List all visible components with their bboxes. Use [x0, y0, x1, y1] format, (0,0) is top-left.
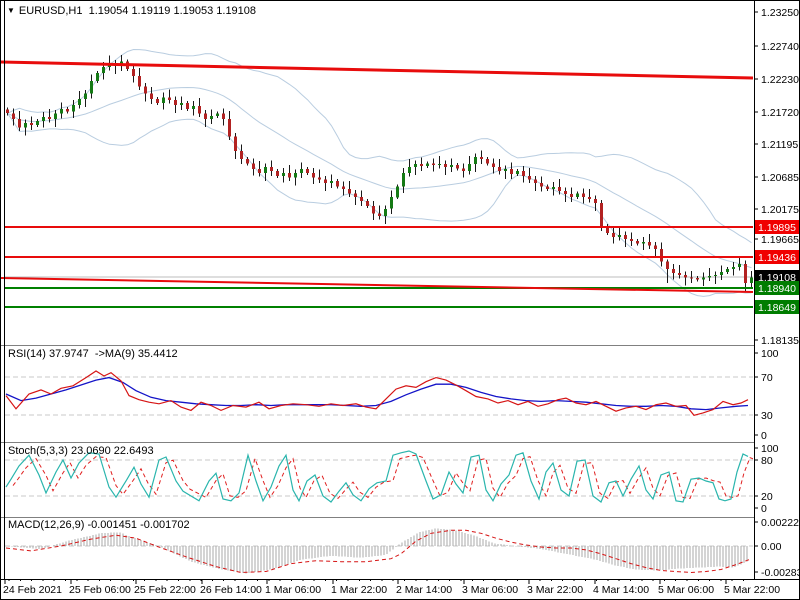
svg-text:5 Mar 06:00: 5 Mar 06:00 [658, 584, 714, 596]
svg-text:1.22230: 1.22230 [761, 74, 799, 86]
svg-text:0: 0 [761, 430, 767, 442]
svg-text:1.18940: 1.18940 [758, 283, 796, 295]
chevron-down-icon[interactable]: ▼ [7, 6, 15, 15]
price-badge-1.18940: 1.18940 [755, 281, 799, 295]
svg-text:100: 100 [761, 348, 779, 360]
price-badge-1.18649: 1.18649 [755, 300, 799, 314]
svg-text:1.22740: 1.22740 [761, 41, 799, 53]
symbol-period-label: EURUSD,H1 [18, 5, 83, 17]
svg-text:-0.002839: -0.002839 [761, 567, 800, 579]
time-axis: 24 Feb 2021 25 Feb 06:00 25 Feb 22:00 26 Fe… [3, 579, 780, 596]
frames [1, 1, 799, 580]
svg-text:0: 0 [761, 503, 767, 515]
svg-text:100: 100 [761, 443, 779, 455]
macd-panel [5, 528, 753, 574]
price-axis: 1.23250 1.22740 1.22230 1.21720 1.21195 1.206… [754, 7, 799, 347]
svg-text:0.002229: 0.002229 [761, 517, 800, 529]
main-price-panel [5, 48, 753, 297]
stochastic-indicator-label: Stoch(5,3,3) 23.0690 22.6493 [8, 445, 154, 457]
svg-text:3 Mar 06:00: 3 Mar 06:00 [462, 584, 518, 596]
svg-text:1.23250: 1.23250 [761, 7, 799, 19]
svg-text:5 Mar 22:00: 5 Mar 22:00 [724, 584, 780, 596]
price-badge-1.19895: 1.19895 [755, 220, 799, 234]
svg-text:20: 20 [761, 491, 773, 503]
svg-text:2 Mar 14:00: 2 Mar 14:00 [396, 584, 452, 596]
macd-panel-axis: 0.002229 0.00 -0.002839 [754, 517, 800, 579]
svg-text:70: 70 [761, 372, 773, 384]
svg-text:1.19895: 1.19895 [758, 222, 796, 234]
svg-text:1.20685: 1.20685 [761, 172, 799, 184]
svg-text:1.21195: 1.21195 [761, 139, 798, 151]
svg-text:1.19436: 1.19436 [758, 252, 796, 264]
level-lines-layer [1, 60, 754, 308]
svg-text:4 Mar 14:00: 4 Mar 14:00 [593, 584, 649, 596]
svg-text:3 Mar 22:00: 3 Mar 22:00 [527, 584, 583, 596]
rsi-panel [5, 370, 753, 416]
svg-text:1.18135: 1.18135 [761, 335, 799, 347]
ohlc-values-label: 1.19054 1.19119 1.19053 1.19108 [88, 5, 257, 17]
svg-text:26 Feb 14:00: 26 Feb 14:00 [200, 584, 262, 596]
svg-text:1 Mar 06:00: 1 Mar 06:00 [265, 584, 321, 596]
svg-text:30: 30 [761, 410, 773, 422]
macd-indicator-label: MACD(12,26,9) -0.001451 -0.001702 [8, 519, 190, 531]
rsi-indicator-label: RSI(14) 37.9747 ->MA(9) 35.4412 [8, 348, 178, 360]
svg-text:25 Feb 06:00: 25 Feb 06:00 [69, 584, 131, 596]
candles-layer [6, 54, 753, 292]
price-badge-1.19436: 1.19436 [755, 250, 799, 264]
chart-title: ▼ EURUSD,H1 1.19054 1.19119 1.19053 1.191… [7, 5, 256, 17]
svg-text:1.21720: 1.21720 [761, 107, 799, 119]
svg-text:1.19665: 1.19665 [761, 234, 799, 246]
svg-text:24 Feb 2021: 24 Feb 2021 [3, 584, 62, 596]
rsi-panel-axis: 100 70 30 0 [754, 348, 779, 442]
stochastic-panel [5, 450, 753, 503]
svg-text:1.20175: 1.20175 [761, 204, 799, 216]
svg-text:1.18649: 1.18649 [758, 302, 796, 314]
svg-text:25 Feb 22:00: 25 Feb 22:00 [134, 584, 196, 596]
svg-text:1 Mar 22:00: 1 Mar 22:00 [331, 584, 387, 596]
svg-text:0.00: 0.00 [761, 541, 782, 553]
svg-text:80: 80 [761, 455, 773, 467]
